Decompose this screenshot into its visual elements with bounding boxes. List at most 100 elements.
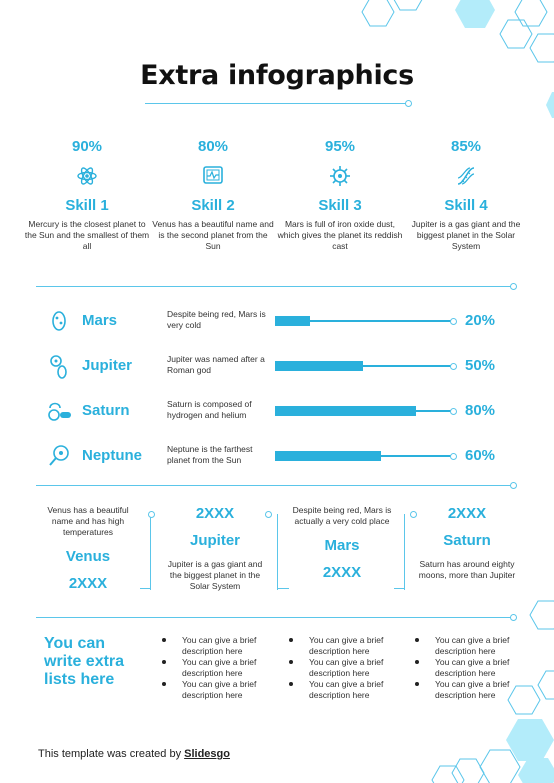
timeline-planet: Venus xyxy=(65,548,111,565)
progress-end-dot xyxy=(450,453,457,460)
hexagon-decoration-right xyxy=(546,92,554,118)
timeline-year: 2XXX xyxy=(322,564,362,581)
planet-name: Jupiter xyxy=(82,357,133,374)
section-divider-1 xyxy=(36,286,513,287)
timeline-year: 2XXX xyxy=(68,575,108,592)
timeline-item-1: Venus has a beautiful name and has high … xyxy=(36,505,140,592)
skill-card-4: 85% Skill 4 Jupiter is a gas giant and t… xyxy=(403,138,529,252)
planet-description: Despite being red, Mars is very cold xyxy=(167,309,266,330)
timeline-connector-dot xyxy=(265,511,272,518)
progress-track xyxy=(275,320,451,322)
timeline-connector-3-tick xyxy=(394,588,404,589)
timeline-description: Venus has a beautiful name and has high … xyxy=(47,505,129,537)
skill-card-3: 95% Skill 3 Mars is full of iron oxide d… xyxy=(277,138,403,252)
planet-row: Saturn Saturn is composed of hydrogen an… xyxy=(0,396,554,426)
monitor-chart-icon xyxy=(203,166,223,184)
timeline-connector-2-tick xyxy=(277,588,289,589)
dna-icon xyxy=(457,167,475,185)
progress-percent: 80% xyxy=(465,402,496,419)
list-item: You can give a brief description here xyxy=(285,657,395,679)
timeline-item-3: Despite being red, Mars is actually a ve… xyxy=(290,505,394,581)
timeline-item-2: 2XXX Jupiter Jupiter is a gas giant and … xyxy=(162,505,268,592)
skill-description: Venus has a beautiful name and is the se… xyxy=(152,219,274,251)
timeline-description: Despite being red, Mars is actually a ve… xyxy=(292,505,392,526)
progress-end-dot xyxy=(450,363,457,370)
skill-name: Skill 3 xyxy=(318,197,362,214)
timeline-planet: Jupiter xyxy=(189,532,240,549)
progress-percent: 60% xyxy=(465,447,496,464)
cells-icon xyxy=(50,355,67,379)
timeline-planet: Saturn xyxy=(443,532,491,549)
planet-row: Neptune Neptune is the farthest planet f… xyxy=(0,441,554,471)
planet-name: Mars xyxy=(82,312,118,329)
list-item: You can give a brief description here xyxy=(411,635,521,657)
timeline-year: 2XXX xyxy=(195,505,235,522)
timeline-item-4: 2XXX Saturn Saturn has around eighty moo… xyxy=(414,505,520,581)
progress-fill xyxy=(275,451,381,461)
hexagon-decoration-top xyxy=(361,0,554,63)
skill-percent: 90% xyxy=(71,138,103,155)
list-item: You can give a brief description here xyxy=(411,679,521,701)
planet-row: Jupiter Jupiter was named after a Roman … xyxy=(0,351,554,381)
section-divider-dot xyxy=(510,614,517,621)
footer-text: This template was created by xyxy=(38,748,185,760)
list-item: You can give a brief description here xyxy=(411,657,521,679)
planet-name: Saturn xyxy=(82,402,130,419)
timeline-connector-2 xyxy=(277,514,278,590)
list-item: You can give a brief description here xyxy=(285,635,395,657)
progress-fill xyxy=(275,406,416,416)
bullet-list-3: You can give a brief description here Yo… xyxy=(411,635,521,701)
progress-end-dot xyxy=(450,408,457,415)
virus-icon xyxy=(330,166,350,186)
skill-percent: 80% xyxy=(197,138,229,155)
skill-card-1: 90% Skill 1 Mercury is the closest plane… xyxy=(24,138,150,252)
title-underline xyxy=(145,103,408,104)
progress-percent: 20% xyxy=(465,312,496,329)
progress-percent: 50% xyxy=(465,357,496,374)
bullet-list-2: You can give a brief description here Yo… xyxy=(285,635,395,701)
skill-description: Mars is full of iron oxide dust, which g… xyxy=(277,219,403,251)
section-divider-3 xyxy=(36,617,513,618)
timeline-connector-3 xyxy=(404,514,405,590)
skill-description: Mercury is the closest planet to the Sun… xyxy=(24,219,150,251)
list-item: You can give a brief description here xyxy=(285,679,395,701)
page-title: Extra infographics xyxy=(140,60,414,91)
list-item: You can give a brief description here xyxy=(158,679,268,701)
planet-name: Neptune xyxy=(82,447,142,464)
planet-description: Saturn is composed of hydrogen and heliu… xyxy=(167,399,252,420)
skill-percent: 95% xyxy=(324,138,356,155)
footer-credit: This template was created by Slidesgo xyxy=(38,748,230,760)
magnifier-icon xyxy=(49,445,69,466)
section-divider-2 xyxy=(36,485,513,486)
pills-icon xyxy=(48,402,71,421)
timeline-connector-1 xyxy=(150,514,151,590)
skill-card-2: 80% Skill 2 Venus has a beautiful name a… xyxy=(150,138,276,252)
timeline-description: Saturn has around eighty moons, more tha… xyxy=(418,559,516,580)
list-item: You can give a brief description here xyxy=(158,635,268,657)
lists-title: You can write extra lists here xyxy=(44,635,125,688)
section-divider-dot xyxy=(510,283,517,290)
timeline-connector-dot xyxy=(148,511,155,518)
bullet-list-1: You can give a brief description here Yo… xyxy=(158,635,268,701)
timeline-connector-1-tick xyxy=(140,588,150,589)
progress-track xyxy=(275,365,451,367)
progress-fill xyxy=(275,361,363,371)
timeline-planet: Mars xyxy=(324,537,360,554)
timeline-description: Jupiter is a gas giant and the biggest p… xyxy=(167,559,263,591)
skill-name: Skill 4 xyxy=(444,197,488,214)
slidesgo-link[interactable]: Slidesgo xyxy=(184,748,230,760)
planet-description: Jupiter was named after a Roman god xyxy=(167,354,265,375)
atom-icon xyxy=(77,167,97,185)
timeline-year: 2XXX xyxy=(447,505,487,522)
planet-row: Mars Despite being red, Mars is very col… xyxy=(0,306,554,336)
section-divider-dot xyxy=(510,482,517,489)
timeline-connector-dot xyxy=(410,511,417,518)
title-underline-dot xyxy=(405,100,412,107)
progress-fill xyxy=(275,316,310,326)
progress-end-dot xyxy=(450,318,457,325)
skill-name: Skill 1 xyxy=(65,197,109,214)
skill-name: Skill 2 xyxy=(191,197,235,214)
hexagon-decoration-bottom xyxy=(431,600,554,783)
list-item: You can give a brief description here xyxy=(158,657,268,679)
skill-description: Jupiter is a gas giant and the biggest p… xyxy=(411,219,521,251)
